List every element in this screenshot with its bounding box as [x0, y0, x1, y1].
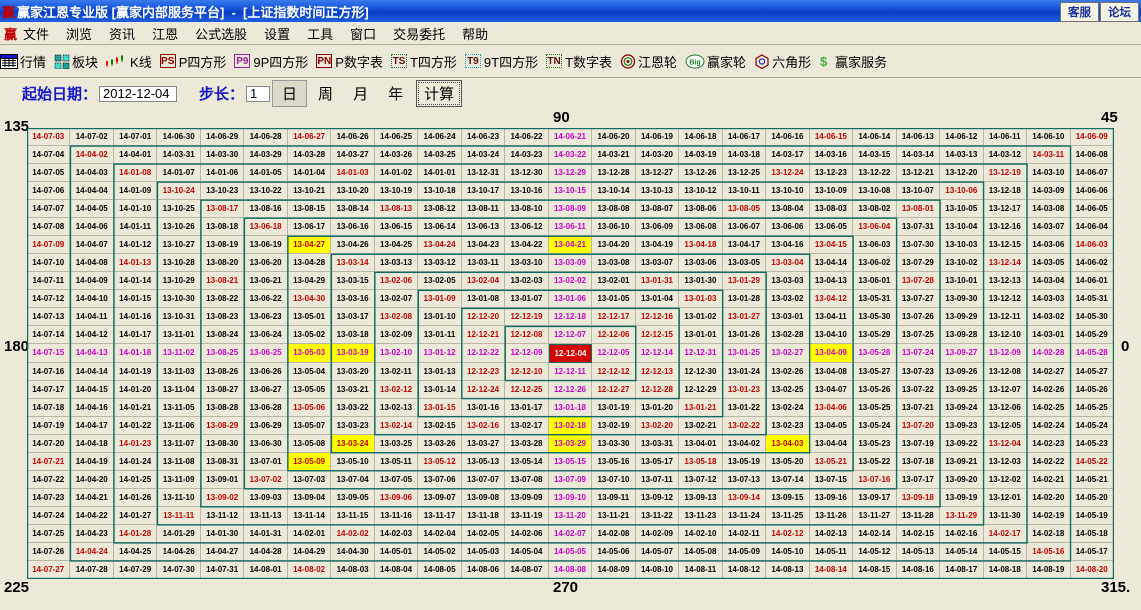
svg-text:$: $ [820, 54, 828, 69]
svg-text:Big: Big [689, 59, 700, 66]
